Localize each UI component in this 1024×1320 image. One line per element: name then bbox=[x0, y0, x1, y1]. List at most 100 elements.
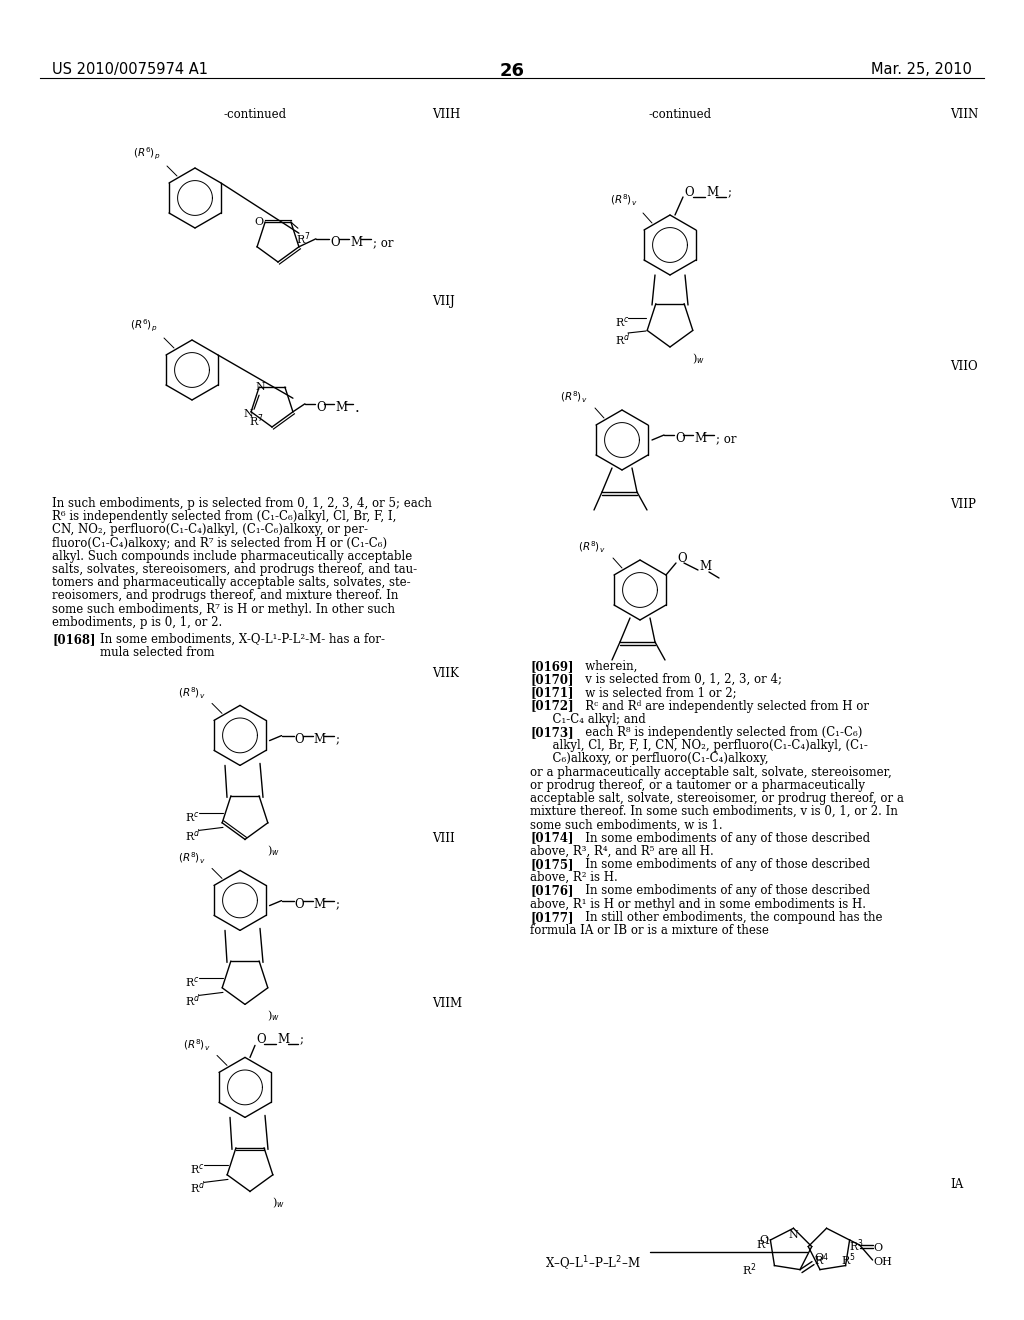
Text: O: O bbox=[675, 433, 685, 446]
Text: above, R³, R⁴, and R⁵ are all H.: above, R³, R⁴, and R⁵ are all H. bbox=[530, 845, 714, 858]
Text: ; or: ; or bbox=[373, 236, 393, 249]
Text: R$^3$: R$^3$ bbox=[849, 1237, 863, 1254]
Text: O: O bbox=[814, 1253, 823, 1263]
Text: R$^1$: R$^1$ bbox=[756, 1236, 770, 1251]
Text: [0168]: [0168] bbox=[52, 634, 95, 645]
Text: $(R^6)_p$: $(R^6)_p$ bbox=[130, 318, 158, 334]
Text: M: M bbox=[335, 401, 347, 414]
Text: [0174]: [0174] bbox=[530, 832, 573, 845]
Text: fluoro(C₁-C₄)alkoxy; and R⁷ is selected from H or (C₁-C₆): fluoro(C₁-C₄)alkoxy; and R⁷ is selected … bbox=[52, 537, 387, 549]
Text: X–Q–L$^1$–P–L$^2$–M: X–Q–L$^1$–P–L$^2$–M bbox=[545, 1255, 641, 1274]
Text: 26: 26 bbox=[500, 62, 524, 81]
Text: R$^c$: R$^c$ bbox=[185, 975, 200, 990]
Text: Rᶜ and Rᵈ are independently selected from H or: Rᶜ and Rᵈ are independently selected fro… bbox=[574, 700, 869, 713]
Text: [0175]: [0175] bbox=[530, 858, 573, 871]
Text: VIIH: VIIH bbox=[432, 108, 460, 121]
Text: IA: IA bbox=[950, 1177, 964, 1191]
Text: ;: ; bbox=[728, 186, 732, 199]
Text: US 2010/0075974 A1: US 2010/0075974 A1 bbox=[52, 62, 208, 77]
Text: M: M bbox=[350, 236, 362, 249]
Text: N: N bbox=[244, 409, 253, 418]
Text: M: M bbox=[313, 898, 326, 911]
Text: above, R¹ is H or methyl and in some embodiments is H.: above, R¹ is H or methyl and in some emb… bbox=[530, 898, 866, 911]
Text: VIIJ: VIIJ bbox=[432, 294, 455, 308]
Text: or prodrug thereof, or a tautomer or a pharmaceutically: or prodrug thereof, or a tautomer or a p… bbox=[530, 779, 865, 792]
Text: alkyl, Cl, Br, F, I, CN, NO₂, perfluoro(C₁-C₄)alkyl, (C₁-: alkyl, Cl, Br, F, I, CN, NO₂, perfluoro(… bbox=[530, 739, 868, 752]
Text: mula selected from: mula selected from bbox=[100, 647, 214, 659]
Text: [0169]: [0169] bbox=[530, 660, 573, 673]
Text: R$^c$: R$^c$ bbox=[185, 810, 200, 825]
Text: VIII: VIII bbox=[432, 833, 455, 845]
Text: R$^7$: R$^7$ bbox=[249, 412, 264, 429]
Text: w is selected from 1 or 2;: w is selected from 1 or 2; bbox=[574, 686, 736, 700]
Text: OH: OH bbox=[873, 1257, 893, 1267]
Text: In some embodiments of any of those described: In some embodiments of any of those desc… bbox=[574, 832, 870, 845]
Text: $(R^8)_v$: $(R^8)_v$ bbox=[560, 389, 588, 405]
Text: .: . bbox=[355, 401, 359, 414]
Text: O: O bbox=[316, 401, 326, 414]
Text: acceptable salt, solvate, stereoisomer, or prodrug thereof, or a: acceptable salt, solvate, stereoisomer, … bbox=[530, 792, 904, 805]
Text: $(R^8)_v$: $(R^8)_v$ bbox=[578, 540, 605, 556]
Text: ; or: ; or bbox=[716, 433, 736, 446]
Text: )$_w$: )$_w$ bbox=[267, 843, 280, 858]
Text: mixture thereof. In some such embodiments, v is 0, 1, or 2. In: mixture thereof. In some such embodiment… bbox=[530, 805, 898, 818]
Text: O: O bbox=[256, 1034, 265, 1045]
Text: $(R^8)_v$: $(R^8)_v$ bbox=[178, 685, 206, 701]
Text: R$^7$: R$^7$ bbox=[296, 230, 310, 247]
Text: reoisomers, and prodrugs thereof, and mixture thereof. In: reoisomers, and prodrugs thereof, and mi… bbox=[52, 590, 398, 602]
Text: [0172]: [0172] bbox=[530, 700, 573, 713]
Text: M: M bbox=[699, 561, 711, 573]
Text: -continued: -continued bbox=[223, 108, 287, 121]
Text: wherein,: wherein, bbox=[574, 660, 637, 673]
Text: M: M bbox=[694, 433, 707, 446]
Text: $(R^8)_v$: $(R^8)_v$ bbox=[610, 193, 638, 209]
Text: salts, solvates, stereoisomers, and prodrugs thereof, and tau-: salts, solvates, stereoisomers, and prod… bbox=[52, 564, 417, 576]
Text: R$^c$: R$^c$ bbox=[615, 315, 630, 329]
Text: C₆)alkoxy, or perfluoro(C₁-C₄)alkoxy,: C₆)alkoxy, or perfluoro(C₁-C₄)alkoxy, bbox=[530, 752, 768, 766]
Text: M: M bbox=[313, 733, 326, 746]
Text: R⁶ is independently selected from (C₁-C₆)alkyl, Cl, Br, F, I,: R⁶ is independently selected from (C₁-C₆… bbox=[52, 511, 396, 523]
Text: O: O bbox=[295, 733, 304, 746]
Text: [0173]: [0173] bbox=[530, 726, 573, 739]
Text: formula IA or IB or is a mixture of these: formula IA or IB or is a mixture of thes… bbox=[530, 924, 769, 937]
Text: VIIP: VIIP bbox=[950, 498, 976, 511]
Text: v is selected from 0, 1, 2, 3, or 4;: v is selected from 0, 1, 2, 3, or 4; bbox=[574, 673, 782, 686]
Text: )$_w$: )$_w$ bbox=[272, 1196, 285, 1210]
Text: )$_w$: )$_w$ bbox=[267, 1008, 280, 1023]
Text: R$^4$: R$^4$ bbox=[814, 1251, 829, 1269]
Text: R$^d$: R$^d$ bbox=[190, 1179, 206, 1196]
Text: R$^2$: R$^2$ bbox=[741, 1261, 757, 1278]
Text: O: O bbox=[760, 1236, 769, 1245]
Text: R$^d$: R$^d$ bbox=[185, 993, 201, 1008]
Text: VIIM: VIIM bbox=[432, 998, 462, 1010]
Text: R$^5$: R$^5$ bbox=[841, 1251, 855, 1269]
Text: $(R^8)_v$: $(R^8)_v$ bbox=[183, 1038, 211, 1053]
Text: some such embodiments, w is 1.: some such embodiments, w is 1. bbox=[530, 818, 723, 832]
Text: M: M bbox=[706, 186, 718, 199]
Text: ;: ; bbox=[336, 898, 340, 911]
Text: O: O bbox=[873, 1243, 883, 1253]
Text: VIIK: VIIK bbox=[432, 668, 459, 680]
Text: [0170]: [0170] bbox=[530, 673, 573, 686]
Text: Mar. 25, 2010: Mar. 25, 2010 bbox=[871, 62, 972, 77]
Text: R$^d$: R$^d$ bbox=[615, 331, 631, 347]
Text: embodiments, p is 0, 1, or 2.: embodiments, p is 0, 1, or 2. bbox=[52, 616, 222, 628]
Text: some such embodiments, R⁷ is H or methyl. In other such: some such embodiments, R⁷ is H or methyl… bbox=[52, 603, 395, 615]
Text: In still other embodiments, the compound has the: In still other embodiments, the compound… bbox=[574, 911, 883, 924]
Text: VIIN: VIIN bbox=[950, 108, 978, 121]
Text: -continued: -continued bbox=[648, 108, 712, 121]
Text: or a pharmaceutically acceptable salt, solvate, stereoisomer,: or a pharmaceutically acceptable salt, s… bbox=[530, 766, 892, 779]
Text: O: O bbox=[330, 236, 340, 249]
Text: )$_w$: )$_w$ bbox=[692, 351, 705, 366]
Text: tomers and pharmaceutically acceptable salts, solvates, ste-: tomers and pharmaceutically acceptable s… bbox=[52, 577, 411, 589]
Text: each R⁸ is independently selected from (C₁-C₆): each R⁸ is independently selected from (… bbox=[574, 726, 862, 739]
Text: [0177]: [0177] bbox=[530, 911, 573, 924]
Text: [0171]: [0171] bbox=[530, 686, 573, 700]
Text: In some embodiments, X-Q-L¹-P-L²-M- has a for-: In some embodiments, X-Q-L¹-P-L²-M- has … bbox=[100, 634, 385, 645]
Text: alkyl. Such compounds include pharmaceutically acceptable: alkyl. Such compounds include pharmaceut… bbox=[52, 550, 413, 562]
Text: R$^d$: R$^d$ bbox=[185, 828, 201, 843]
Text: M: M bbox=[278, 1034, 289, 1045]
Text: CN, NO₂, perfluoro(C₁-C₄)alkyl, (C₁-C₆)alkoxy, or per-: CN, NO₂, perfluoro(C₁-C₄)alkyl, (C₁-C₆)a… bbox=[52, 524, 368, 536]
Text: O: O bbox=[684, 186, 693, 199]
Text: In some embodiments of any of those described: In some embodiments of any of those desc… bbox=[574, 884, 870, 898]
